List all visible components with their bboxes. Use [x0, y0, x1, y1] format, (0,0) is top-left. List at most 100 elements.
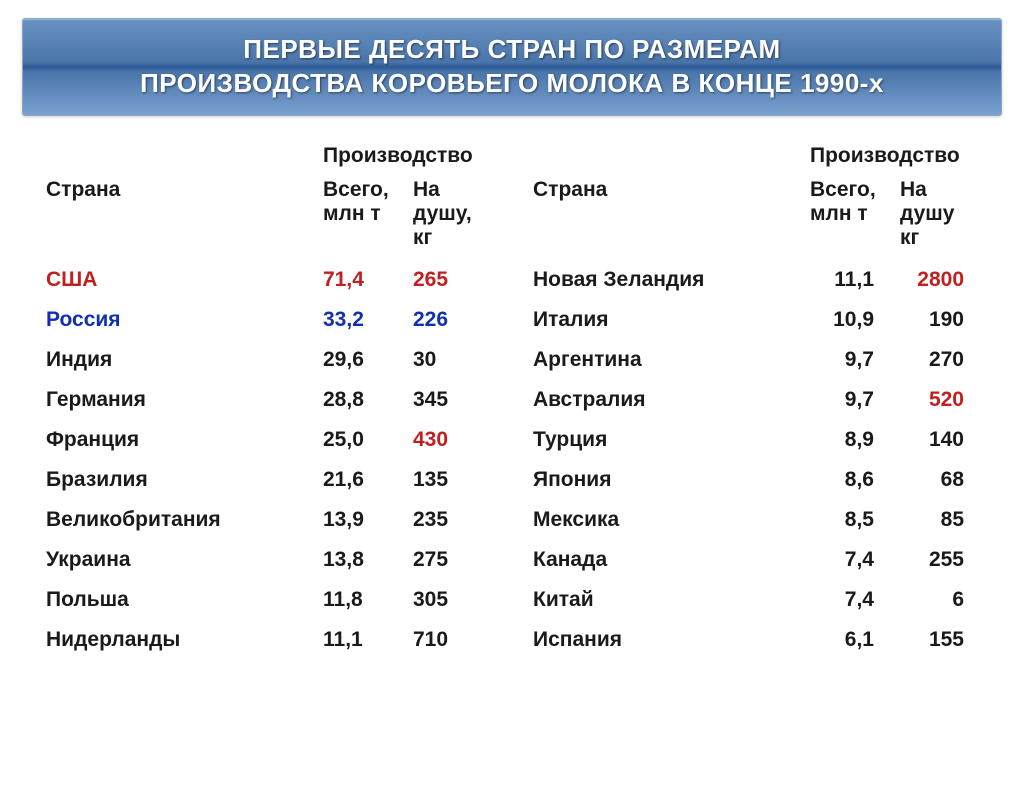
cell-total: 11,8: [317, 580, 407, 620]
cell-total: 7,4: [804, 540, 894, 580]
cell-percapita: 140: [894, 420, 984, 460]
table-row: Австралия9,7520: [527, 380, 984, 420]
cell-country: Япония: [527, 460, 804, 500]
table-row: Польша11,8305: [40, 580, 497, 620]
table-row: Германия28,8345: [40, 380, 497, 420]
table-row: Испания6,1155: [527, 620, 984, 660]
cell-percapita: 2800: [894, 260, 984, 300]
cell-country: Франция: [40, 420, 317, 460]
cell-country: Испания: [527, 620, 804, 660]
cell-total: 8,6: [804, 460, 894, 500]
table-row: Япония8,668: [527, 460, 984, 500]
cell-country: Россия: [40, 300, 317, 340]
cell-country: Мексика: [527, 500, 804, 540]
cell-percapita: 85: [894, 500, 984, 540]
cell-country: Канада: [527, 540, 804, 580]
cell-percapita: 6: [894, 580, 984, 620]
cell-country: Австралия: [527, 380, 804, 420]
cell-percapita: 430: [407, 420, 497, 460]
page-title: ПЕРВЫЕ ДЕСЯТЬ СТРАН ПО РАЗМЕРАМ ПРОИЗВОД…: [43, 33, 981, 101]
cell-total: 71,4: [317, 260, 407, 300]
cell-total: 25,0: [317, 420, 407, 460]
table-row: Новая Зеландия11,12800: [527, 260, 984, 300]
left-column: Производство Страна Всего, млн т На душу…: [40, 136, 497, 660]
cell-country: США: [40, 260, 317, 300]
table-row: Россия33,2226: [40, 300, 497, 340]
cell-percapita: 226: [407, 300, 497, 340]
table-row: Аргентина9,7270: [527, 340, 984, 380]
cell-total: 21,6: [317, 460, 407, 500]
cell-percapita: 305: [407, 580, 497, 620]
header-total: Всего, млн т: [317, 170, 407, 260]
cell-country: Аргентина: [527, 340, 804, 380]
left-table: Производство Страна Всего, млн т На душу…: [40, 136, 497, 660]
header-total: Всего, млн т: [804, 170, 894, 260]
cell-percapita: 68: [894, 460, 984, 500]
cell-total: 8,5: [804, 500, 894, 540]
cell-total: 13,8: [317, 540, 407, 580]
cell-percapita: 275: [407, 540, 497, 580]
table-header-top: Производство: [40, 136, 497, 170]
cell-country: Индия: [40, 340, 317, 380]
cell-total: 8,9: [804, 420, 894, 460]
table-row: Италия10,9190: [527, 300, 984, 340]
cell-total: 13,9: [317, 500, 407, 540]
cell-percapita: 345: [407, 380, 497, 420]
right-column: Производство Страна Всего, млн т На душу…: [527, 136, 984, 660]
cell-total: 33,2: [317, 300, 407, 340]
table-row: Китай7,46: [527, 580, 984, 620]
table-row: Индия29,630: [40, 340, 497, 380]
table-row: Турция8,9140: [527, 420, 984, 460]
cell-percapita: 235: [407, 500, 497, 540]
cell-country: Нидерланды: [40, 620, 317, 660]
table-row: Нидерланды11,1710: [40, 620, 497, 660]
cell-country: Италия: [527, 300, 804, 340]
cell-country: Новая Зеландия: [527, 260, 804, 300]
cell-total: 11,1: [317, 620, 407, 660]
cell-percapita: 30: [407, 340, 497, 380]
cell-total: 10,9: [804, 300, 894, 340]
header-country: Страна: [40, 170, 317, 260]
cell-country: Китай: [527, 580, 804, 620]
right-table: Производство Страна Всего, млн т На душу…: [527, 136, 984, 660]
header-percapita: На душу кг: [894, 170, 984, 260]
cell-percapita: 270: [894, 340, 984, 380]
cell-country: Бразилия: [40, 460, 317, 500]
cell-percapita: 135: [407, 460, 497, 500]
table-row: Великобритания13,9235: [40, 500, 497, 540]
cell-percapita: 190: [894, 300, 984, 340]
cell-total: 9,7: [804, 340, 894, 380]
cell-percapita: 255: [894, 540, 984, 580]
title-bar: ПЕРВЫЕ ДЕСЯТЬ СТРАН ПО РАЗМЕРАМ ПРОИЗВОД…: [22, 18, 1002, 116]
cell-total: 7,4: [804, 580, 894, 620]
table-row: Канада7,4255: [527, 540, 984, 580]
table-row: Франция25,0430: [40, 420, 497, 460]
header-country: Страна: [527, 170, 804, 260]
table-header-top: Производство: [527, 136, 984, 170]
title-line-1: ПЕРВЫЕ ДЕСЯТЬ СТРАН ПО РАЗМЕРАМ: [243, 34, 780, 64]
table-header: Страна Всего, млн т На душу, кг: [40, 170, 497, 260]
cell-total: 6,1: [804, 620, 894, 660]
table-row: Украина13,8275: [40, 540, 497, 580]
cell-total: 11,1: [804, 260, 894, 300]
title-line-2: ПРОИЗВОДСТВА КОРОВЬЕГО МОЛОКА В КОНЦЕ 19…: [140, 68, 884, 98]
cell-total: 28,8: [317, 380, 407, 420]
cell-percapita: 155: [894, 620, 984, 660]
table-container: Производство Страна Всего, млн т На душу…: [0, 116, 1024, 660]
cell-country: Великобритания: [40, 500, 317, 540]
cell-percapita: 520: [894, 380, 984, 420]
header-percapita: На душу, кг: [407, 170, 497, 260]
cell-total: 9,7: [804, 380, 894, 420]
cell-country: Турция: [527, 420, 804, 460]
header-production: Производство: [804, 136, 984, 170]
table-row: Мексика8,585: [527, 500, 984, 540]
header-production: Производство: [317, 136, 497, 170]
cell-country: Украина: [40, 540, 317, 580]
table-header: Страна Всего, млн т На душу кг: [527, 170, 984, 260]
cell-percapita: 710: [407, 620, 497, 660]
table-row: Бразилия21,6135: [40, 460, 497, 500]
cell-country: Польша: [40, 580, 317, 620]
cell-total: 29,6: [317, 340, 407, 380]
cell-country: Германия: [40, 380, 317, 420]
table-row: США71,4265: [40, 260, 497, 300]
